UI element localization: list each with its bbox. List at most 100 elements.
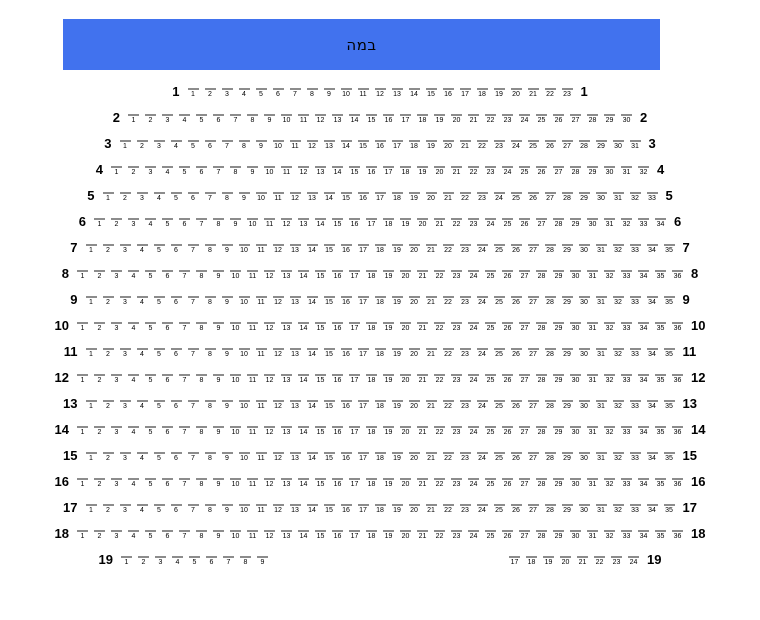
seat[interactable]: 23 (457, 500, 474, 515)
seat[interactable]: 16 (329, 422, 346, 437)
seat[interactable]: 13 (278, 422, 295, 437)
seat[interactable]: 25 (482, 318, 499, 333)
seat[interactable]: 21 (423, 500, 440, 515)
seat[interactable]: 34 (635, 370, 652, 385)
seat[interactable]: 23 (448, 474, 465, 489)
seat[interactable]: 3 (159, 110, 176, 125)
seat[interactable]: 9 (236, 188, 253, 203)
seat[interactable]: 1 (125, 110, 142, 125)
seat[interactable]: 29 (559, 500, 576, 515)
seat[interactable]: 6 (270, 84, 287, 99)
seat[interactable]: 13 (287, 292, 304, 307)
seat[interactable]: 24 (474, 292, 491, 307)
seat[interactable]: 14 (346, 110, 363, 125)
seat[interactable]: 16 (380, 110, 397, 125)
seat[interactable]: 15 (321, 240, 338, 255)
seat[interactable]: 16 (372, 136, 389, 151)
seat[interactable]: 28 (533, 266, 550, 281)
seat[interactable]: 4 (125, 370, 142, 385)
seat[interactable]: 20 (397, 422, 414, 437)
seat[interactable]: 5 (142, 370, 159, 385)
seat[interactable]: 35 (661, 240, 678, 255)
seat[interactable]: 6 (185, 188, 202, 203)
seat[interactable]: 28 (542, 292, 559, 307)
seat[interactable]: 11 (244, 526, 261, 541)
seat[interactable]: 25 (482, 370, 499, 385)
seat[interactable]: 8 (193, 474, 210, 489)
seat[interactable]: 35 (661, 344, 678, 359)
seat[interactable]: 22 (431, 318, 448, 333)
seat[interactable]: 7 (185, 396, 202, 411)
seat[interactable]: 23 (457, 396, 474, 411)
seat[interactable]: 16 (329, 266, 346, 281)
seat[interactable]: 21 (448, 162, 465, 177)
seat[interactable]: 13 (278, 526, 295, 541)
seat[interactable]: 20 (406, 344, 423, 359)
seat[interactable]: 33 (618, 318, 635, 333)
seat[interactable]: 23 (457, 448, 474, 463)
seat[interactable]: 8 (202, 448, 219, 463)
seat[interactable]: 3 (125, 214, 142, 229)
seat[interactable]: 12 (261, 318, 278, 333)
seat[interactable]: 2 (100, 240, 117, 255)
seat[interactable]: 15 (321, 396, 338, 411)
seat[interactable]: 31 (584, 474, 601, 489)
seat[interactable]: 2 (91, 422, 108, 437)
seat[interactable]: 31 (618, 162, 635, 177)
seat[interactable]: 15 (321, 344, 338, 359)
seat[interactable]: 30 (576, 448, 593, 463)
seat[interactable]: 30 (601, 162, 618, 177)
seat[interactable]: 35 (661, 292, 678, 307)
seat[interactable]: 10 (236, 500, 253, 515)
seat[interactable]: 6 (193, 162, 210, 177)
seat[interactable]: 10 (227, 266, 244, 281)
seat[interactable]: 24 (474, 448, 491, 463)
seat[interactable]: 20 (397, 526, 414, 541)
seat[interactable]: 22 (431, 474, 448, 489)
seat[interactable]: 13 (321, 136, 338, 151)
seat[interactable]: 23 (448, 370, 465, 385)
seat[interactable]: 8 (193, 526, 210, 541)
seat[interactable]: 7 (185, 500, 202, 515)
seat[interactable]: 20 (406, 448, 423, 463)
seat[interactable]: 3 (117, 240, 134, 255)
seat[interactable]: 23 (448, 526, 465, 541)
seat[interactable]: 21 (423, 292, 440, 307)
seat[interactable]: 13 (287, 500, 304, 515)
seat[interactable]: 24 (474, 240, 491, 255)
seat[interactable]: 12 (304, 136, 321, 151)
seat[interactable]: 28 (533, 422, 550, 437)
seat[interactable]: 23 (559, 84, 576, 99)
seat[interactable]: 13 (287, 344, 304, 359)
seat[interactable]: 7 (185, 240, 202, 255)
seat[interactable]: 1 (100, 188, 117, 203)
seat[interactable]: 21 (440, 188, 457, 203)
seat[interactable]: 36 (669, 474, 686, 489)
seat[interactable]: 14 (312, 214, 329, 229)
seat[interactable]: 14 (338, 136, 355, 151)
seat[interactable]: 23 (448, 266, 465, 281)
seat[interactable]: 7 (176, 474, 193, 489)
seat[interactable]: 21 (414, 266, 431, 281)
seat[interactable]: 7 (210, 162, 227, 177)
seat[interactable]: 17 (372, 188, 389, 203)
seat[interactable]: 23 (491, 136, 508, 151)
seat[interactable]: 3 (108, 526, 125, 541)
seat[interactable]: 9 (219, 344, 236, 359)
seat[interactable]: 14 (304, 240, 321, 255)
seat[interactable]: 22 (431, 422, 448, 437)
seat[interactable]: 36 (669, 266, 686, 281)
seat[interactable]: 32 (601, 474, 618, 489)
seat[interactable]: 17 (457, 84, 474, 99)
seat[interactable]: 21 (414, 370, 431, 385)
seat[interactable]: 13 (287, 240, 304, 255)
seat[interactable]: 30 (567, 266, 584, 281)
seat[interactable]: 9 (210, 422, 227, 437)
seat[interactable]: 22 (431, 266, 448, 281)
seat[interactable]: 35 (652, 318, 669, 333)
seat[interactable]: 27 (516, 266, 533, 281)
seat[interactable]: 14 (295, 526, 312, 541)
seat[interactable]: 2 (134, 136, 151, 151)
seat[interactable]: 17 (346, 266, 363, 281)
seat[interactable]: 16 (329, 526, 346, 541)
